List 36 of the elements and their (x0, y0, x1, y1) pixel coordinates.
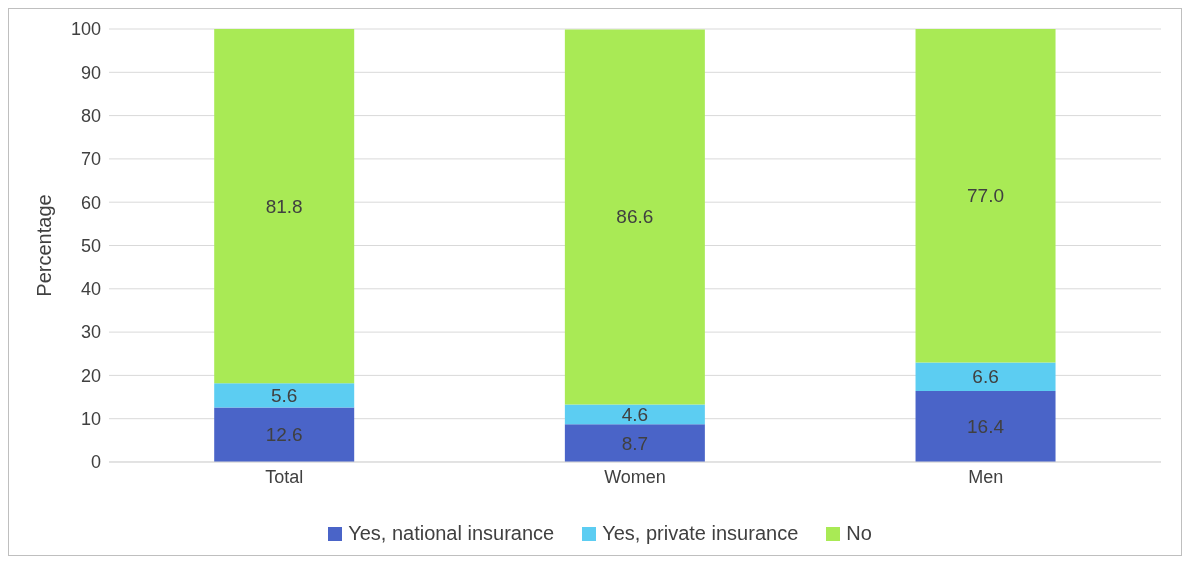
x-tick-label: Women (604, 466, 666, 487)
y-tick-label: 0 (90, 452, 101, 473)
data-label: 86.6 (616, 206, 654, 228)
legend-label: Yes, private insurance (601, 522, 799, 545)
data-label: 6.6 (972, 366, 999, 388)
bar (915, 29, 1056, 363)
y-tick-label: 100 (70, 19, 101, 40)
y-tick-label: 40 (80, 279, 101, 300)
bar (214, 383, 355, 408)
x-tick-label: Total (265, 466, 304, 487)
data-label: 5.6 (270, 384, 298, 406)
y-axis-title: Percentage (33, 194, 56, 297)
bar (214, 407, 355, 462)
legend-label: No (845, 522, 872, 545)
y-tick-label: 70 (80, 149, 101, 170)
x-tick-label: Men (968, 466, 1004, 487)
data-label: 81.8 (265, 195, 303, 217)
y-tick-label: 50 (80, 235, 101, 256)
y-tick-label: 30 (80, 322, 101, 343)
y-tick-label: 60 (80, 192, 101, 213)
y-tick-label: 80 (80, 105, 101, 126)
data-label: 77.0 (967, 185, 1005, 207)
y-tick-label: 90 (80, 62, 101, 83)
bar (564, 29, 705, 405)
data-label: 4.6 (621, 403, 649, 425)
legend-label: Yes, national insurance (347, 522, 555, 545)
bar (564, 404, 705, 425)
y-tick-label: 20 (80, 365, 101, 386)
bar (915, 390, 1056, 462)
bar (214, 29, 355, 384)
bar (915, 362, 1056, 391)
data-label: 12.6 (265, 424, 303, 446)
bar (564, 424, 705, 462)
data-label: 8.7 (621, 432, 649, 454)
data-label: 16.4 (967, 415, 1005, 437)
y-tick-label: 10 (80, 409, 101, 430)
